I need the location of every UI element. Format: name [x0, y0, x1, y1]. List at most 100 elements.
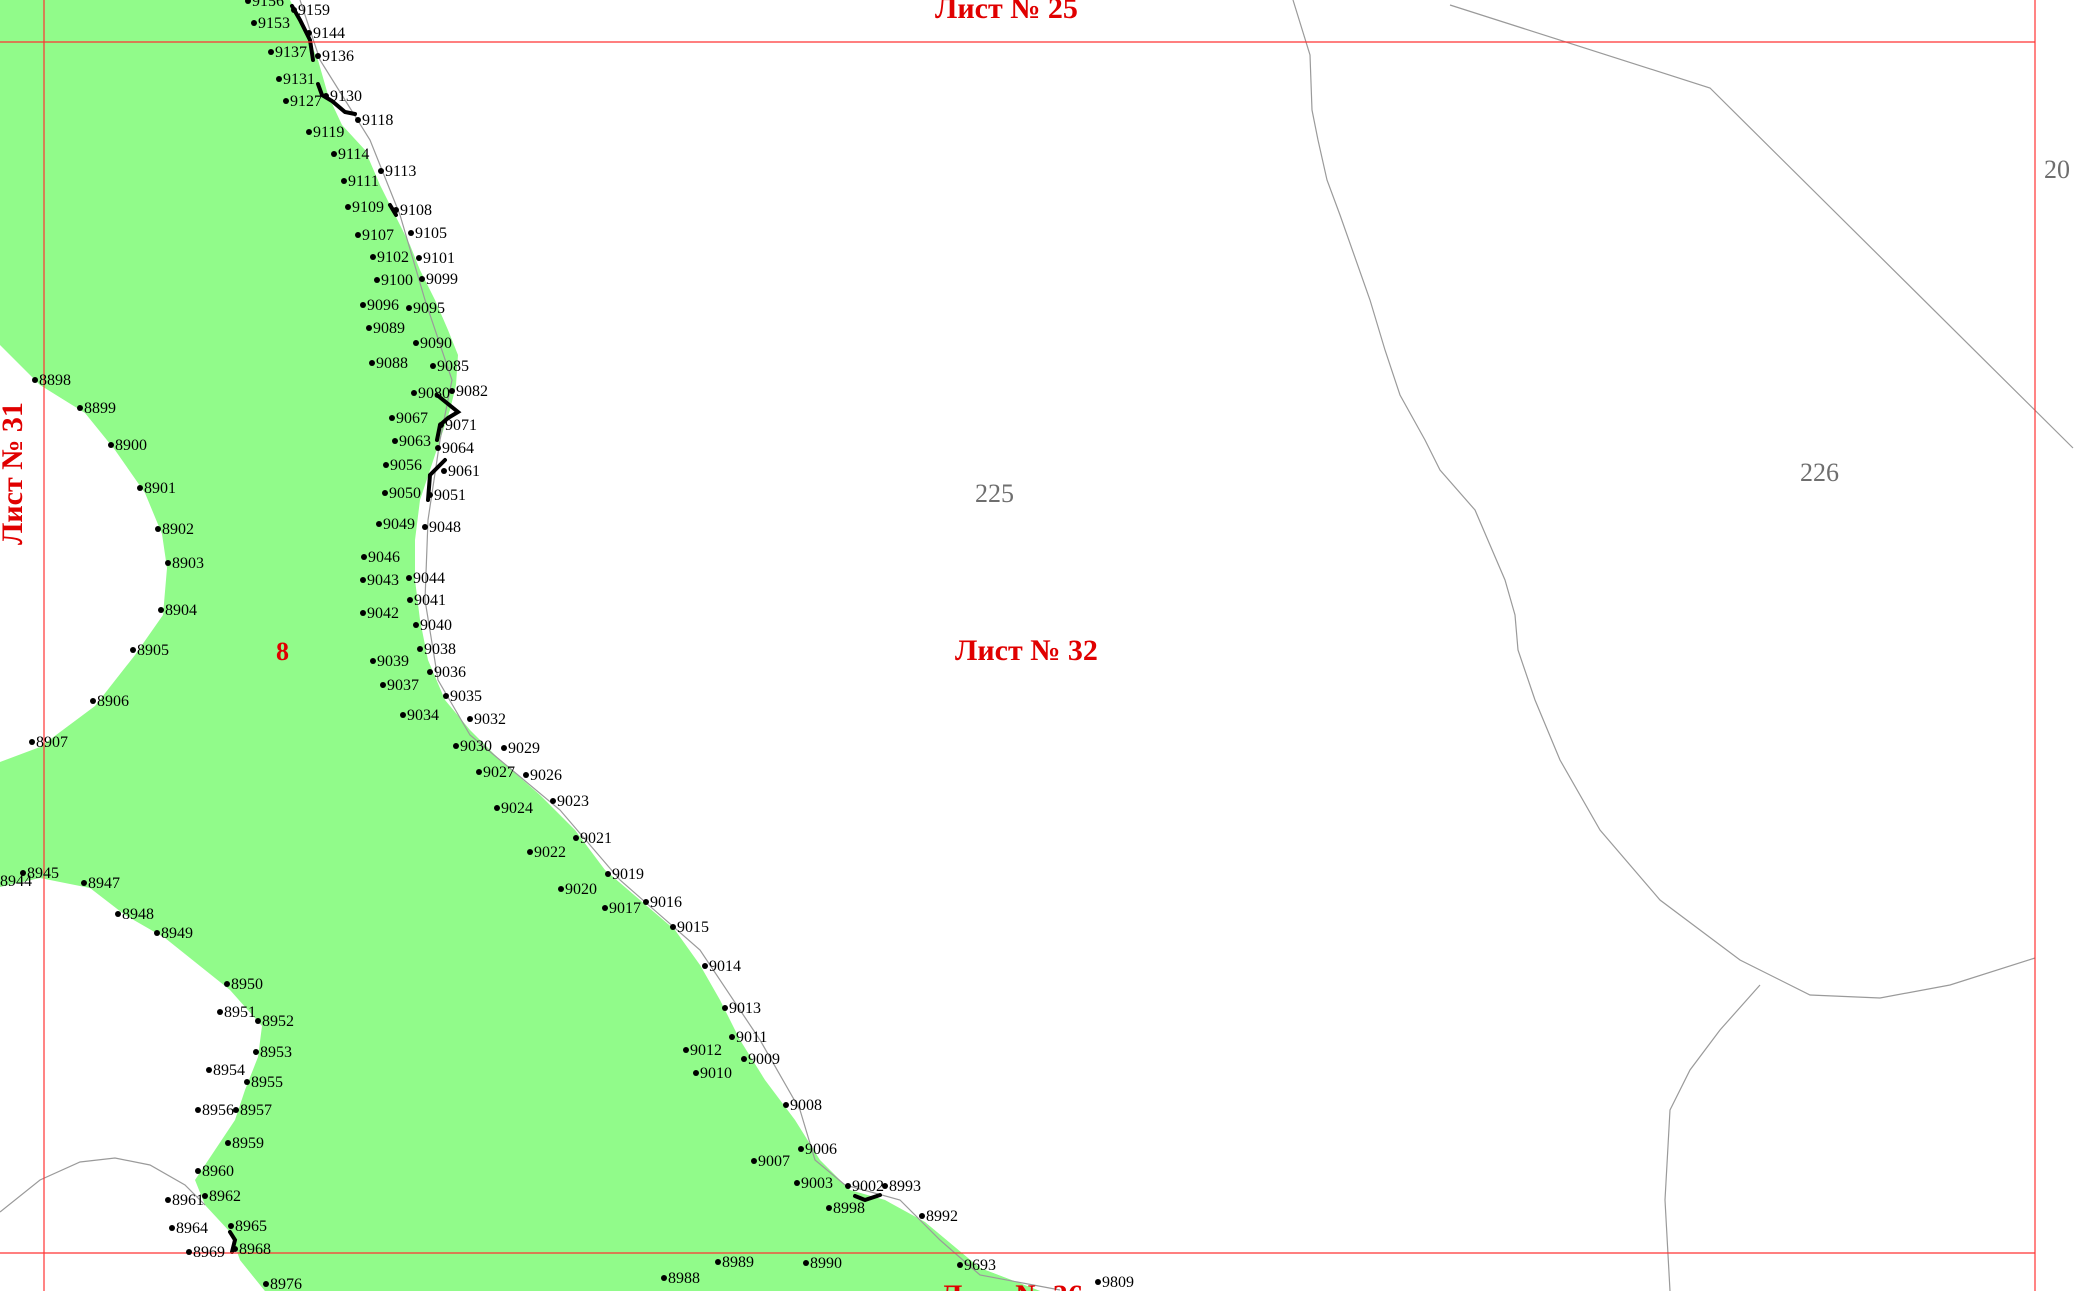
vertex-label: 9113: [385, 163, 416, 180]
vertex-label: 9136: [322, 48, 354, 65]
vertex-label: 9061: [448, 463, 480, 480]
vertex-label: 9095: [413, 300, 445, 317]
vertex-label: 9063: [399, 433, 431, 450]
vertex-label: 9017: [609, 900, 641, 917]
vertex-label: 9080: [418, 385, 450, 402]
vertex-dot: [411, 390, 417, 396]
vertex-dot: [158, 607, 164, 613]
vertex-dot: [430, 363, 436, 369]
vertex-dot: [467, 716, 473, 722]
vertex-dot: [798, 1146, 804, 1152]
vertex-dot: [501, 745, 507, 751]
vertex-dot: [573, 835, 579, 841]
vertex-dot: [115, 911, 121, 917]
vertex-dot: [957, 1262, 963, 1268]
vertex-label: 8988: [668, 1270, 700, 1287]
zone-polygon[interactable]: [0, 0, 1040, 1291]
vertex-label: 9007: [758, 1153, 790, 1170]
vertex-dot: [232, 1246, 238, 1252]
vertex-label: 8964: [176, 1220, 208, 1237]
vertex-dot: [683, 1047, 689, 1053]
vertex-dot: [224, 981, 230, 987]
vertex-dot: [195, 1107, 201, 1113]
vertex-label: 8949: [161, 925, 193, 942]
vertex-label: 9089: [373, 320, 405, 337]
vertex-label: 9013: [729, 1000, 761, 1017]
vertex-dot: [378, 168, 384, 174]
vertex-label: 9044: [413, 570, 445, 587]
vertex-label: 9111: [348, 173, 379, 190]
vertex-dot: [90, 698, 96, 704]
vertex-dot: [268, 49, 274, 55]
vertex-dot: [355, 117, 361, 123]
vertex-dot: [341, 178, 347, 184]
vertex-label: 9119: [313, 124, 344, 141]
vertex-label: 9156: [252, 0, 284, 10]
vertex-label: 9101: [423, 250, 455, 267]
vertex-label: 8955: [251, 1074, 283, 1091]
vertex-label: 8993: [889, 1178, 921, 1195]
vertex-dot: [407, 597, 413, 603]
vertex-dot: [406, 575, 412, 581]
vertex-dot: [702, 963, 708, 969]
vertex-label: 9100: [381, 272, 413, 289]
vertex-dot: [408, 230, 414, 236]
vertex-label: 8957: [240, 1102, 272, 1119]
vertex-label: 8901: [144, 480, 176, 497]
zone-label: 8: [276, 637, 289, 666]
sheet-label-top: Лист № 25: [935, 0, 1078, 25]
vertex-dot: [283, 98, 289, 104]
vertex-dot: [20, 870, 26, 876]
vertex-dot: [794, 1180, 800, 1186]
vertex-dot: [202, 1193, 208, 1199]
vertex-label: 9130: [330, 88, 362, 105]
vertex-dot: [1095, 1279, 1101, 1285]
vertex-dot: [422, 524, 428, 530]
vertex-label: 8989: [722, 1254, 754, 1271]
vertex-label: 9010: [700, 1065, 732, 1082]
vertex-dot: [550, 798, 556, 804]
vertex-label: 8902: [162, 521, 194, 538]
vertex-dot: [383, 462, 389, 468]
vertex-label: 9096: [367, 297, 399, 314]
vertex-label: 9118: [362, 112, 393, 129]
vertex-dot: [154, 930, 160, 936]
vertex-label: 9016: [650, 894, 682, 911]
vertex-label: 8904: [165, 602, 197, 619]
vertex-dot: [81, 880, 87, 886]
vertex-dot: [427, 492, 433, 498]
vertex-dot: [323, 93, 329, 99]
vertex-label: 8903: [172, 555, 204, 572]
vertex-label: 8944: [0, 873, 32, 890]
vertex-dot: [449, 388, 455, 394]
vertex-label: 9032: [474, 711, 506, 728]
vertex-label: 9022: [534, 844, 566, 861]
vertex-dot: [741, 1056, 747, 1062]
vertex-label: 8953: [260, 1044, 292, 1061]
vertex-label: 9037: [387, 677, 419, 694]
vertex-dot: [389, 415, 395, 421]
vertex-dot: [438, 422, 444, 428]
vertex-label: 9050: [389, 485, 421, 502]
vertex-label: 8976: [270, 1276, 302, 1291]
vertex-label: 9108: [400, 202, 432, 219]
vertex-label: 9102: [377, 249, 409, 266]
vertex-label: 9107: [362, 227, 394, 244]
vertex-label: 9085: [437, 358, 469, 375]
vertex-label: 9127: [290, 93, 322, 110]
vertex-label: 8959: [232, 1135, 264, 1152]
vertex-dot: [370, 658, 376, 664]
vertex-label: 8952: [262, 1013, 294, 1030]
vertex-label: 9035: [450, 688, 482, 705]
vertex-label: 9131: [283, 71, 315, 88]
vertex-dot: [400, 712, 406, 718]
vertex-label: 9042: [367, 605, 399, 622]
vertex-label: 9114: [338, 146, 369, 163]
vertex-label: 9043: [367, 572, 399, 589]
vertex-dot: [602, 905, 608, 911]
vertex-label: 9144: [313, 25, 345, 42]
vertex-dot: [380, 682, 386, 688]
vertex-label: 9038: [424, 641, 456, 658]
vertex-dot: [225, 1140, 231, 1146]
